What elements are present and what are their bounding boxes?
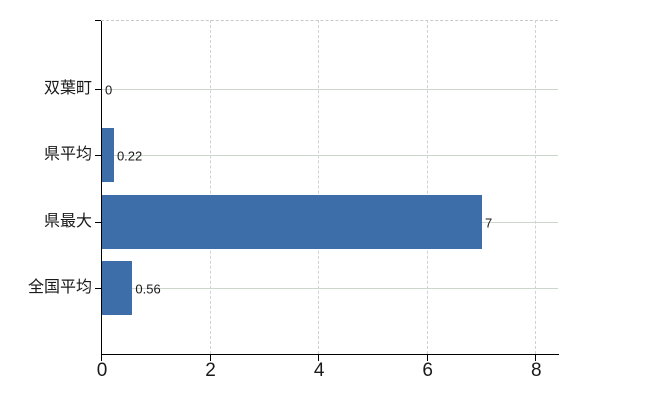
bar-value-label: 7 [485, 215, 493, 231]
x-axis-tick [209, 355, 211, 361]
bar-value-label: 0.22 [116, 148, 143, 164]
horizontal-gridline [102, 89, 558, 90]
x-axis-line [101, 354, 559, 355]
category-label: 県最大 [43, 213, 92, 230]
horizontal-gridline [102, 288, 558, 289]
plot-area: 0 0.22 7 0.56 [102, 20, 558, 354]
bar-2 [102, 195, 482, 249]
x-axis-tick-label: 6 [422, 360, 433, 381]
y-axis-line [101, 20, 102, 355]
horizontal-gridline [102, 155, 558, 156]
plot-area-top-border [101, 20, 558, 21]
vertical-gridline [209, 20, 211, 354]
x-axis-tick [535, 355, 537, 361]
bar-value-label: 0.56 [135, 281, 161, 297]
x-axis-tick-label: 8 [530, 360, 542, 381]
x-axis-tick-label: 2 [205, 360, 216, 381]
x-axis-tick-label: 4 [313, 360, 325, 381]
bar-3 [102, 261, 133, 315]
x-axis-tick [101, 355, 102, 361]
vertical-gridline [426, 20, 428, 354]
bar-1 [102, 128, 114, 182]
bar-value-label: 0 [105, 82, 113, 98]
category-label: 県平均 [43, 146, 92, 163]
vertical-gridline [535, 20, 537, 354]
vertical-gridline [318, 20, 320, 354]
category-label: 双葉町 [43, 80, 92, 97]
x-axis-tick-label: 0 [96, 360, 108, 381]
x-axis-tick [426, 355, 428, 361]
x-axis-tick [318, 355, 320, 361]
category-label: 全国平均 [27, 279, 92, 296]
